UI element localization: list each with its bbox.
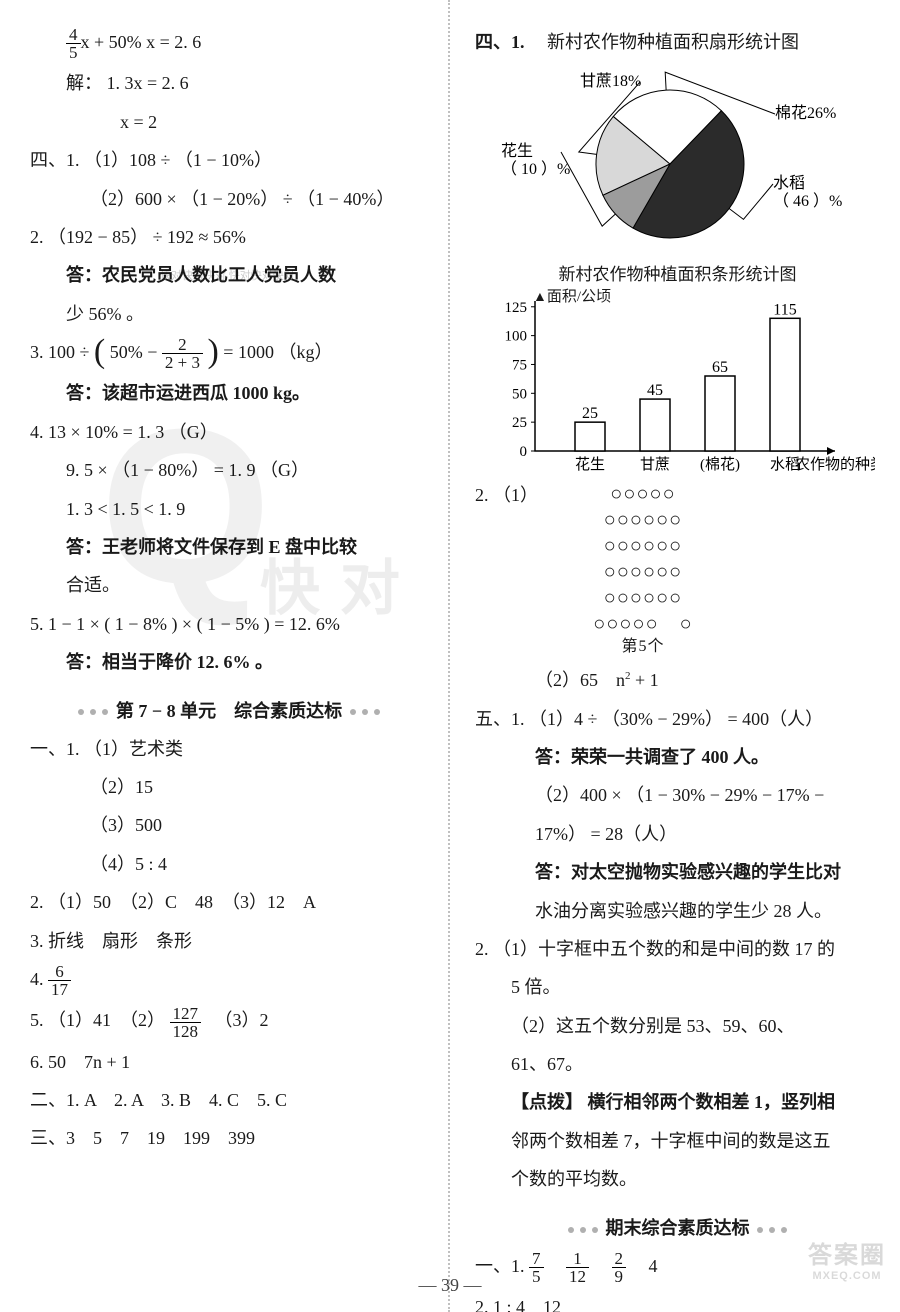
s4-4e: 合适。 [30,569,428,601]
svg-text:花生: 花生 [501,142,533,160]
svg-text:棉花26%: 棉花26% [775,104,836,122]
eq1-line1: 4 5 ⁠x + 50% x = 2. 6 [30,26,428,61]
s4-4c: 1. 3 < 1. 5 < 1. 9 [30,493,428,525]
bar-svg: 025507510012525花生45甘蔗65(棉花)115水稻农作物的种类 [475,287,875,477]
pie-chart: 甘蔗18% 棉花26% 水稻（ 46 ）% 花生（ 10 ）% [475,64,875,254]
s4-2a: 2. （192 − 85） ÷ 192 ≈ 56% [30,221,428,253]
frac-2-2p3: 2 2 + 3 [162,336,203,371]
frac-6-17: 6 17 [48,963,71,998]
bar-chart: ▲面积/公顷 025507510012525花生45甘蔗65(棉花)115水稻农… [475,287,875,477]
s4-2b: 答：农民党员人数比工人党员人数 [30,259,428,291]
u2: 二、1. A 2. A 3. B 4. C 5. C [30,1084,428,1116]
svg-text:水稻: 水稻 [773,174,805,192]
svg-text:65: 65 [712,359,728,376]
svg-text:农作物的种类: 农作物的种类 [795,456,875,473]
svg-text:甘蔗18%: 甘蔗18% [580,72,641,90]
s4-3b: 答：该超市运进西瓜 1000 kg。 [30,377,428,409]
s4-1-1: 四、1. （1）108 ÷ （1 − 10%） [30,144,428,176]
frac-4-5: 4 5 [66,26,81,61]
svg-text:25: 25 [582,406,598,423]
s4-5a: 5. 1 − 1 × ( 1 − 8% ) × ( 1 − 5% ) = 12.… [30,608,428,640]
svg-text:花生: 花生 [575,456,605,473]
u1-5: 5. （1）41 （2） 127 128 （3）2 [30,1004,428,1039]
frac-127-128: 127 128 [170,1005,202,1040]
page-root: Q 快对 快对快对快对 快对快对快对 4 5 ⁠x + 50% x = 2. 6… [0,0,900,1312]
u1-2: 2. （1）50 （2）C 48 （3）12 A [30,886,428,918]
r-s4-hdr: 四、1. 新村农作物种植面积扇形统计图 [475,26,880,58]
svg-text:（ 10 ）%: （ 10 ）% [501,160,570,178]
s4-1-2: （2）600 × （1 − 20%） ÷ （1 − 40%） [30,183,428,215]
section-title-7-8: 第 7 − 8 单元 综合素质达标 [30,697,428,723]
svg-text:115: 115 [773,302,796,319]
r-s5-2b: 5 倍。 [475,971,880,1003]
svg-text:（ 46 ）%: （ 46 ）% [773,192,842,210]
svg-text:(棉花): (棉花) [700,456,740,473]
r-s5-1a: 五、1. （1）4 ÷ （30% − 29%） = 400（人） [475,703,880,735]
u1-1b: （2）15 [30,771,428,803]
eq1-line2: 解： 1. 3x = 2. 6 [30,67,428,99]
r-s5-2a: 2. （1）十字框中五个数的和是中间的数 17 的 [475,933,880,965]
svg-text:0: 0 [520,444,528,460]
u1-1a: 一、1. （1）艺术类 [30,733,428,765]
r-s5-1e: 答：对太空抛物实验感兴趣的学生比对 [475,856,880,888]
s4-4b: 9. 5 × （1 − 80%） = 1. 9 （G） [30,454,428,486]
svg-text:45: 45 [647,382,663,399]
u1-4: 4. 6 17 [30,963,428,998]
pie-svg: 甘蔗18% 棉花26% 水稻（ 46 ）% 花生（ 10 ）% [475,64,875,254]
svg-text:75: 75 [512,358,527,374]
right-column: 四、1. 新村农作物种植面积扇形统计图 甘蔗18% 棉花26% 水稻（ 46 ）% 花… [450,0,900,1312]
r-s5-1c: （2）400 × （1 − 30% − 29% − 17% − [475,779,880,811]
r-s5-2c: （2）这五个数分别是 53、59、60、 [475,1010,880,1042]
r-s5-2f: 邻两个数相差 7，十字框中间的数是这五 [475,1125,880,1157]
page-number: — 39 — [0,1275,900,1296]
u1-1d: （4）5 : 4 [30,848,428,880]
u1-6: 6. 50 7n + 1 [30,1046,428,1078]
u1-3: 3. 折线 扇形 条形 [30,925,428,957]
r-s5-2d: 61、67。 [475,1048,880,1080]
svg-text:100: 100 [505,329,528,345]
s4-4d: 答：王老师将文件保存到 E 盘中比较 [30,531,428,563]
left-column: 4 5 ⁠x + 50% x = 2. 6 解： 1. 3x = 2. 6 x … [0,0,450,1312]
pie-title-inline: 新村农作物种植面积扇形统计图 [547,32,799,52]
r-s5-1f: 水油分离实验感兴趣的学生少 28 人。 [475,895,880,927]
r-s5-2g: 个数的平均数。 [475,1163,880,1195]
u1-1c: （3）500 [30,809,428,841]
r-s4-2-2: （2）65 n2 + 1 [475,664,880,696]
r-s5-1d: 17%） = 28（人） [475,818,880,850]
r-s5-1b: 答：荣荣一共调查了 400 人。 [475,741,880,773]
eq1a-text: ⁠x + 50% x = 2. 6 [81,32,202,52]
svg-text:50: 50 [512,387,527,403]
svg-text:125: 125 [505,300,528,316]
bar-title: 新村农作物种植面积条形统计图 [475,260,880,285]
svg-text:甘蔗: 甘蔗 [640,456,670,473]
s4-2c: 少 56% 。 [30,298,428,330]
corner-logo: 答案圈 MXEQ.COM [808,1235,886,1282]
r-s4-2-1: 2. （1） ○○○○○○○○○○○○○○○○○○○○○○○○○○○○○○○○○… [475,481,880,658]
r-s5-2e: 【点拨】 横行相邻两个数相差 1，竖列相 [475,1086,880,1118]
s4-4a: 4. 13 × 10% = 1. 3 （G） [30,416,428,448]
u3: 三、3 5 7 19 199 399 [30,1122,428,1154]
circle-pattern: ○○○○○○○○○○○○○○○○○○○○○○○○○○○○○○○○○○ ○第5个 [558,481,728,658]
svg-text:25: 25 [512,416,527,432]
eq1-line3: x = 2 [30,106,428,138]
s4-5b: 答：相当于降价 12. 6% 。 [30,646,428,678]
s4-3a: 3. 100 ÷ ( 50% − 2 2 + 3 ) = 1000 （kg） [30,336,428,371]
bar-ylabel: ▲面积/公顷 [533,285,611,306]
